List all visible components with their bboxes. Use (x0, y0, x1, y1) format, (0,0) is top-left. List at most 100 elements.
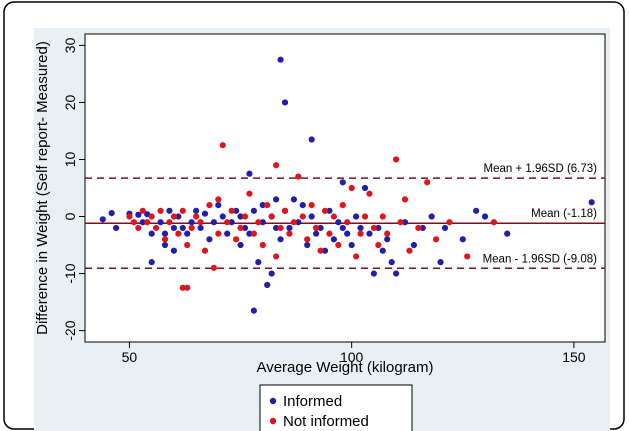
point-not-informed (255, 219, 262, 226)
point-informed (135, 211, 142, 218)
point-informed (277, 236, 284, 243)
point-not-informed (197, 219, 204, 226)
y-tick-label: 0 (62, 212, 78, 220)
point-informed (113, 224, 120, 232)
y-axis: -20 -10 0 10 20 30 (62, 37, 85, 341)
point-not-informed (290, 219, 297, 226)
point-not-informed (313, 224, 320, 232)
x-tick-label: 150 (562, 349, 586, 365)
point-not-informed (366, 190, 373, 197)
point-not-informed (317, 247, 324, 254)
point-informed (250, 207, 257, 214)
point-not-informed (401, 196, 409, 203)
x-axis: 50 100 150 (122, 342, 586, 365)
point-not-informed (339, 202, 346, 209)
point-informed (161, 241, 169, 249)
point-informed (321, 247, 329, 254)
y-axis-label: Difference in Weight (Self report- Measu… (34, 41, 51, 335)
point-not-informed (224, 219, 231, 226)
point-informed (504, 230, 511, 237)
point-not-informed (148, 213, 155, 220)
point-informed (326, 207, 333, 214)
point-informed (170, 247, 177, 254)
point-not-informed (321, 207, 329, 214)
point-not-informed (184, 241, 191, 249)
point-informed (259, 202, 266, 209)
x-axis-label: Average Weight (kilogram) (256, 359, 433, 376)
point-informed (388, 259, 395, 266)
point-informed (393, 270, 400, 277)
point-not-informed (357, 230, 364, 237)
point-informed (99, 216, 106, 223)
point-informed (197, 224, 204, 232)
point-not-informed (193, 213, 200, 220)
point-informed (193, 207, 200, 214)
point-not-informed (397, 219, 404, 226)
point-informed (246, 230, 253, 237)
point-informed (264, 281, 271, 289)
point-not-informed (415, 224, 422, 232)
point-not-informed (281, 207, 289, 214)
point-not-informed (299, 213, 306, 220)
point-informed (290, 196, 297, 203)
point-not-informed (228, 207, 235, 214)
point-informed (166, 207, 173, 214)
point-informed (370, 270, 377, 277)
y-tick-label: 20 (62, 94, 78, 110)
point-informed (308, 213, 315, 220)
point-not-informed (344, 219, 351, 226)
point-not-informed (464, 253, 471, 260)
point-informed (241, 224, 249, 232)
y-tick-label: 30 (62, 37, 78, 53)
point-informed (157, 219, 164, 226)
point-not-informed (170, 213, 177, 220)
legend-informed-label: Informed (283, 393, 342, 410)
point-informed (379, 247, 386, 254)
point-not-informed (446, 219, 453, 226)
point-informed (299, 202, 306, 209)
point-not-informed (161, 236, 169, 243)
point-not-informed (273, 162, 280, 169)
y-tick-label: 10 (62, 151, 78, 167)
point-not-informed (353, 253, 360, 260)
point-informed (313, 230, 320, 237)
legend-not-informed-marker (269, 417, 277, 425)
point-informed (437, 259, 444, 266)
point-not-informed (241, 213, 249, 220)
point-informed (255, 259, 262, 266)
point-not-informed (348, 184, 355, 192)
point-not-informed (206, 202, 213, 209)
point-not-informed (433, 236, 440, 243)
point-informed (308, 136, 315, 143)
legend-not-informed-label: Not informed (283, 413, 369, 430)
legend-informed-marker (269, 397, 277, 405)
point-informed (348, 241, 355, 249)
point-informed (339, 179, 346, 186)
point-not-informed (361, 213, 369, 220)
point-informed (246, 170, 253, 177)
point-informed (459, 236, 466, 243)
point-not-informed (153, 224, 160, 232)
point-informed (161, 230, 169, 237)
point-informed (335, 219, 342, 226)
point-not-informed (246, 190, 253, 197)
point-not-informed (273, 253, 280, 260)
point-not-informed (179, 284, 186, 291)
point-informed (375, 224, 382, 232)
point-not-informed (144, 219, 151, 226)
point-informed (237, 241, 244, 249)
point-informed (588, 199, 595, 206)
reference-line-label-2: Mean - 1.96SD (-9.08) (483, 253, 598, 265)
point-not-informed (139, 207, 146, 214)
x-tick-label: 100 (340, 349, 364, 365)
point-informed (441, 224, 449, 232)
x-tick-label: 50 (122, 349, 138, 365)
y-tick-label: -10 (62, 263, 78, 283)
point-informed (410, 241, 417, 249)
point-informed (419, 224, 426, 232)
point-informed (259, 219, 266, 226)
point-not-informed (424, 179, 431, 186)
point-informed (384, 236, 391, 243)
point-informed (201, 210, 209, 217)
